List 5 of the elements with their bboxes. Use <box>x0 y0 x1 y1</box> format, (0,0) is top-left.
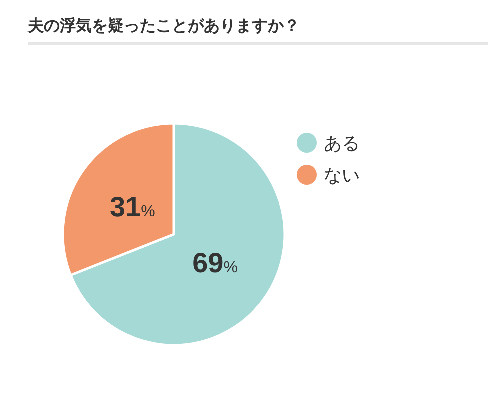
legend-label: ない <box>324 166 360 186</box>
legend-label: ある <box>324 134 360 154</box>
chart-title: 夫の浮気を疑ったことがありますか？ <box>27 17 300 35</box>
data-label: 69% <box>192 248 238 279</box>
data-label: 31% <box>110 191 156 222</box>
